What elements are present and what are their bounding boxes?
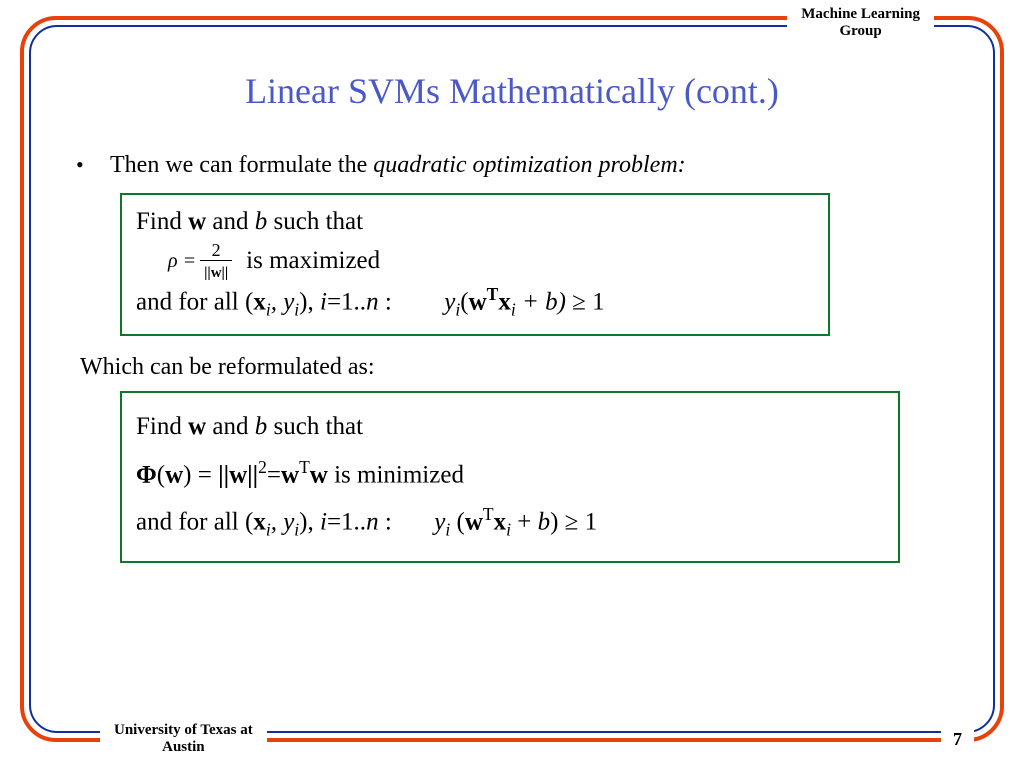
fraction: 2 ||w|| bbox=[200, 241, 232, 281]
reformulated-text: Which can be reformulated as: bbox=[50, 354, 974, 381]
box2-line1: Find w and b such that bbox=[136, 403, 884, 451]
bullet-text: Then we can formulate the quadratic opti… bbox=[110, 152, 686, 179]
box2-objective: Φ(w) = ||w||2=wTw is minimized bbox=[136, 451, 884, 499]
footer-affil-line2: Austin bbox=[114, 739, 253, 756]
footer-affiliation: University of Texas at Austin bbox=[100, 722, 267, 757]
fraction-den: ||w|| bbox=[200, 260, 232, 281]
box1-line1: Find w and b such that bbox=[136, 203, 814, 241]
box1-equation: ρ = 2 ||w|| is maximized bbox=[136, 241, 814, 281]
bullet-marker: • bbox=[76, 152, 110, 178]
box2-constraint: and for all (xi, yi), i=1..n : yi (wTxi … bbox=[136, 498, 884, 547]
header-org: Machine Learning Group bbox=[787, 6, 934, 41]
optimization-box-1: Find w and b such that ρ = 2 ||w|| is ma… bbox=[120, 193, 830, 336]
optimization-box-2: Find w and b such that Φ(w) = ||w||2=wTw… bbox=[120, 391, 900, 563]
slide: Machine Learning Group Linear SVMs Mathe… bbox=[0, 0, 1024, 768]
box1-constraint: and for all (xi, yi), i=1..n : yi(wTxi +… bbox=[136, 281, 814, 323]
header-line1: Machine Learning bbox=[801, 6, 920, 23]
bullet-line: • Then we can formulate the quadratic op… bbox=[50, 152, 974, 179]
footer-affil-line1: University of Texas at bbox=[114, 722, 253, 739]
content-area: Linear SVMs Mathematically (cont.) • The… bbox=[50, 70, 974, 698]
maximized-text: is maximized bbox=[246, 242, 380, 280]
rho-symbol: ρ = bbox=[168, 246, 196, 276]
slide-title: Linear SVMs Mathematically (cont.) bbox=[50, 70, 974, 112]
fraction-num: 2 bbox=[200, 241, 232, 260]
header-line2: Group bbox=[801, 23, 920, 40]
page-number: 7 bbox=[941, 729, 974, 750]
